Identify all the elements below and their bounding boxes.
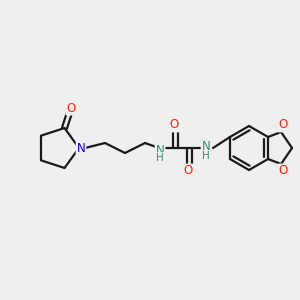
Text: H: H xyxy=(156,153,164,163)
Text: O: O xyxy=(66,102,76,115)
Text: N: N xyxy=(76,142,85,154)
Text: N: N xyxy=(156,143,164,157)
Text: O: O xyxy=(169,118,178,131)
Text: H: H xyxy=(202,151,210,161)
Text: O: O xyxy=(278,118,288,131)
Text: O: O xyxy=(278,164,288,178)
Text: N: N xyxy=(202,140,210,152)
Text: O: O xyxy=(183,164,193,178)
